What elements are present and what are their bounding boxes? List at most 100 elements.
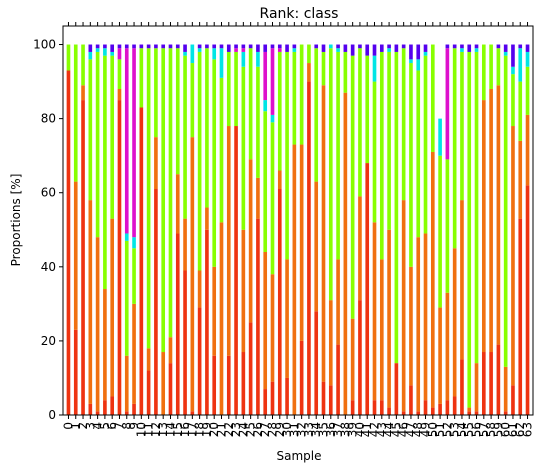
bar-segment [249,45,253,49]
bar-segment [416,45,420,60]
y-tick-label: 80 [41,112,56,126]
bar-segment [118,45,122,49]
bar-segment [307,63,311,82]
y-tick-label: 20 [41,334,56,348]
bar-segment [89,45,93,52]
bar-segment [482,352,486,415]
bar-segment [402,200,406,411]
bar-segment [453,396,457,415]
bar-segment [358,48,362,196]
bar-segment [183,52,187,56]
bar-segment [475,363,479,411]
bar-segment [482,100,486,352]
bar-segment [198,45,202,49]
bar-segment [271,382,275,415]
bar-segment [504,56,508,367]
bar-segment [300,145,304,341]
bar-segment [89,59,93,200]
bar-segment [380,52,384,259]
bar-segment [285,45,289,52]
bar-segment [322,85,326,381]
bar-segment [278,48,282,52]
bar-segment [212,356,216,415]
bar-segment [467,408,471,412]
bar-segment [147,45,151,49]
bar-segment [132,304,136,404]
bar-segment [263,100,267,111]
bar-segment [322,45,326,52]
bar-segment [212,267,216,356]
y-tick-label: 60 [41,186,56,200]
y-tick-label: 0 [48,408,56,422]
bar-segment [256,45,260,52]
bar-segment [125,356,129,412]
bar-segment [125,411,129,415]
bar-segment [314,45,318,49]
bar-segment [314,48,318,181]
bar-segment [249,48,253,159]
bar-segment [176,233,180,415]
bar-segment [373,400,377,415]
bar-segment [271,48,275,115]
y-axis: 0 20 40 60 80 100 [33,38,63,422]
bar-segment [467,411,471,415]
bar-segment [526,115,530,185]
bar-segment [351,400,355,415]
bar-segment [154,137,158,189]
bar-segment [409,45,413,60]
bar-segment [103,45,107,49]
bar-segment [147,348,151,370]
bar-segment [387,48,391,52]
bar-segment [103,48,107,55]
bar-segment [344,93,348,415]
bar-segment [220,222,224,415]
bar-segment [81,85,85,100]
bar-segment [140,108,144,415]
bar-segment [110,56,114,219]
bar-segment [511,45,515,67]
bar-segment [336,45,340,49]
bar-segment [132,248,136,304]
bar-segment [460,48,464,52]
bar-segment [132,48,136,237]
bar-segment [183,45,187,52]
bar-segment [234,48,238,52]
bar-segment [125,233,129,240]
bar-segment [256,219,260,415]
bar-segment [198,308,202,415]
bar-segment [118,59,122,89]
x-axis-label: Sample [277,449,322,463]
bar-segment [387,45,391,49]
bar-segment [358,300,362,415]
bar-segment [358,45,362,49]
bar-segment [212,45,216,49]
bar-segment [103,400,107,415]
bar-segment [489,352,493,415]
bar-segment [446,48,450,159]
bar-segment [344,52,348,93]
bar-segment [140,45,144,49]
bar-segment [395,363,399,415]
bar-segment [242,48,246,52]
bar-segment [256,178,260,219]
bar-segment [424,56,428,234]
bar-segment [300,341,304,415]
bar-segment [307,82,311,415]
bar-segment [424,233,428,400]
bar-segment [67,45,71,71]
bar-segment [198,52,202,271]
bar-segment [263,45,267,52]
bar-segment [191,411,195,415]
bar-segment [234,126,238,415]
bar-segment [154,48,158,137]
bar-segment [176,45,180,49]
bar-segment [497,345,501,415]
bar-segment [424,52,428,56]
bar-segment [314,311,318,415]
bar-segment [191,45,195,64]
bar-segment [300,45,304,145]
bar-segment [424,400,428,415]
bar-segment [125,45,129,49]
bar-segment [438,156,442,308]
bar-segment [395,52,399,363]
